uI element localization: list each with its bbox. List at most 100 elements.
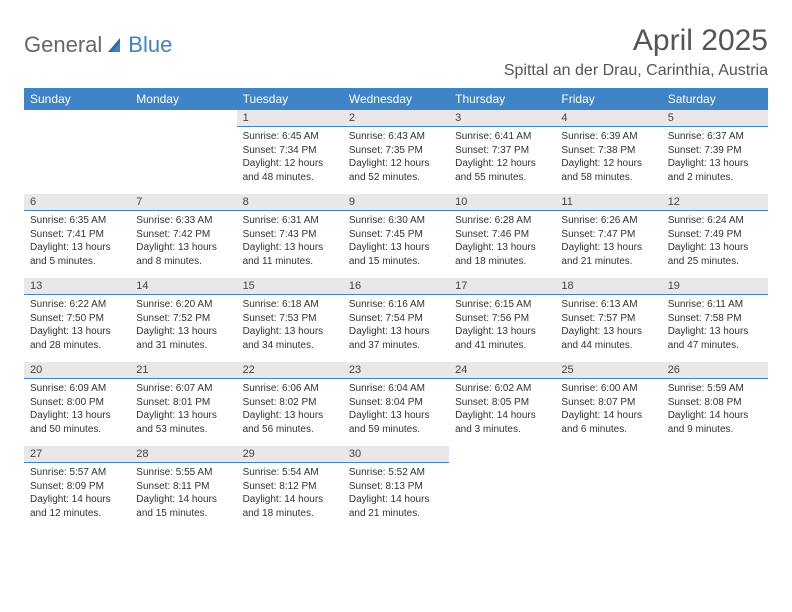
day-number: 18 [555, 278, 661, 295]
sunset-line: Sunset: 7:57 PM [561, 312, 655, 326]
calendar-cell: 13Sunrise: 6:22 AMSunset: 7:50 PMDayligh… [24, 278, 130, 362]
day-number: 7 [130, 194, 236, 211]
logo-text-general: General [24, 32, 102, 58]
day-number: 13 [24, 278, 130, 295]
day-number: 17 [449, 278, 555, 295]
sunrise-line: Sunrise: 6:07 AM [136, 382, 230, 396]
day-number: 24 [449, 362, 555, 379]
calendar-cell: 29Sunrise: 5:54 AMSunset: 8:12 PMDayligh… [237, 446, 343, 530]
day-details: Sunrise: 6:26 AMSunset: 7:47 PMDaylight:… [555, 211, 661, 272]
day-details: Sunrise: 5:57 AMSunset: 8:09 PMDaylight:… [24, 463, 130, 524]
day-details: Sunrise: 6:13 AMSunset: 7:57 PMDaylight:… [555, 295, 661, 356]
daylight-line: Daylight: 13 hours and 53 minutes. [136, 409, 230, 436]
calendar-cell [130, 110, 236, 194]
sunrise-line: Sunrise: 6:41 AM [455, 130, 549, 144]
sunset-line: Sunset: 7:37 PM [455, 144, 549, 158]
day-number: 14 [130, 278, 236, 295]
weekday-header: Saturday [662, 88, 768, 110]
daylight-line: Daylight: 14 hours and 18 minutes. [243, 493, 337, 520]
calendar-cell: 26Sunrise: 5:59 AMSunset: 8:08 PMDayligh… [662, 362, 768, 446]
sunrise-line: Sunrise: 6:33 AM [136, 214, 230, 228]
day-number: 2 [343, 110, 449, 127]
calendar-cell: 15Sunrise: 6:18 AMSunset: 7:53 PMDayligh… [237, 278, 343, 362]
title-block: April 2025 Spittal an der Drau, Carinthi… [504, 24, 768, 80]
daylight-line: Daylight: 13 hours and 21 minutes. [561, 241, 655, 268]
sunrise-line: Sunrise: 6:00 AM [561, 382, 655, 396]
day-details: Sunrise: 6:24 AMSunset: 7:49 PMDaylight:… [662, 211, 768, 272]
calendar-cell: 12Sunrise: 6:24 AMSunset: 7:49 PMDayligh… [662, 194, 768, 278]
sunrise-line: Sunrise: 6:30 AM [349, 214, 443, 228]
sunrise-line: Sunrise: 6:35 AM [30, 214, 124, 228]
sunset-line: Sunset: 7:56 PM [455, 312, 549, 326]
daylight-line: Daylight: 14 hours and 12 minutes. [30, 493, 124, 520]
day-details: Sunrise: 6:22 AMSunset: 7:50 PMDaylight:… [24, 295, 130, 356]
sunrise-line: Sunrise: 5:57 AM [30, 466, 124, 480]
day-details: Sunrise: 6:02 AMSunset: 8:05 PMDaylight:… [449, 379, 555, 440]
sunset-line: Sunset: 8:09 PM [30, 480, 124, 494]
sunrise-line: Sunrise: 6:31 AM [243, 214, 337, 228]
calendar-cell: 4Sunrise: 6:39 AMSunset: 7:38 PMDaylight… [555, 110, 661, 194]
day-number: 5 [662, 110, 768, 127]
day-number: 23 [343, 362, 449, 379]
daylight-line: Daylight: 13 hours and 37 minutes. [349, 325, 443, 352]
sunrise-line: Sunrise: 6:22 AM [30, 298, 124, 312]
daylight-line: Daylight: 13 hours and 11 minutes. [243, 241, 337, 268]
sunrise-line: Sunrise: 6:15 AM [455, 298, 549, 312]
location-subtitle: Spittal an der Drau, Carinthia, Austria [504, 62, 768, 80]
sunrise-line: Sunrise: 6:24 AM [668, 214, 762, 228]
calendar-cell: 7Sunrise: 6:33 AMSunset: 7:42 PMDaylight… [130, 194, 236, 278]
daylight-line: Daylight: 13 hours and 15 minutes. [349, 241, 443, 268]
daylight-line: Daylight: 13 hours and 34 minutes. [243, 325, 337, 352]
calendar-cell [24, 110, 130, 194]
day-details: Sunrise: 5:59 AMSunset: 8:08 PMDaylight:… [662, 379, 768, 440]
sunrise-line: Sunrise: 6:13 AM [561, 298, 655, 312]
weekday-header: Thursday [449, 88, 555, 110]
sunrise-line: Sunrise: 6:43 AM [349, 130, 443, 144]
sunrise-line: Sunrise: 6:04 AM [349, 382, 443, 396]
day-details: Sunrise: 5:52 AMSunset: 8:13 PMDaylight:… [343, 463, 449, 524]
day-number: 8 [237, 194, 343, 211]
sunrise-line: Sunrise: 6:16 AM [349, 298, 443, 312]
day-details: Sunrise: 6:45 AMSunset: 7:34 PMDaylight:… [237, 127, 343, 188]
sunset-line: Sunset: 7:38 PM [561, 144, 655, 158]
calendar-cell: 28Sunrise: 5:55 AMSunset: 8:11 PMDayligh… [130, 446, 236, 530]
sunset-line: Sunset: 7:43 PM [243, 228, 337, 242]
sunset-line: Sunset: 7:47 PM [561, 228, 655, 242]
calendar-cell: 2Sunrise: 6:43 AMSunset: 7:35 PMDaylight… [343, 110, 449, 194]
sunrise-line: Sunrise: 5:54 AM [243, 466, 337, 480]
sunrise-line: Sunrise: 6:06 AM [243, 382, 337, 396]
sunrise-line: Sunrise: 6:39 AM [561, 130, 655, 144]
calendar-cell: 25Sunrise: 6:00 AMSunset: 8:07 PMDayligh… [555, 362, 661, 446]
calendar-cell [555, 446, 661, 530]
day-number: 10 [449, 194, 555, 211]
logo: General Blue [24, 24, 172, 58]
daylight-line: Daylight: 13 hours and 8 minutes. [136, 241, 230, 268]
day-number: 4 [555, 110, 661, 127]
weekday-header: Friday [555, 88, 661, 110]
day-details: Sunrise: 6:00 AMSunset: 8:07 PMDaylight:… [555, 379, 661, 440]
day-number: 6 [24, 194, 130, 211]
daylight-line: Daylight: 13 hours and 41 minutes. [455, 325, 549, 352]
sunset-line: Sunset: 7:50 PM [30, 312, 124, 326]
day-details: Sunrise: 6:43 AMSunset: 7:35 PMDaylight:… [343, 127, 449, 188]
sunset-line: Sunset: 7:49 PM [668, 228, 762, 242]
sunset-line: Sunset: 8:00 PM [30, 396, 124, 410]
day-details: Sunrise: 6:41 AMSunset: 7:37 PMDaylight:… [449, 127, 555, 188]
sunset-line: Sunset: 7:52 PM [136, 312, 230, 326]
sunrise-line: Sunrise: 6:18 AM [243, 298, 337, 312]
month-title: April 2025 [504, 24, 768, 58]
day-number: 1 [237, 110, 343, 127]
calendar-week-row: 1Sunrise: 6:45 AMSunset: 7:34 PMDaylight… [24, 110, 768, 194]
day-number: 3 [449, 110, 555, 127]
weekday-header: Monday [130, 88, 236, 110]
daylight-line: Daylight: 13 hours and 28 minutes. [30, 325, 124, 352]
daylight-line: Daylight: 13 hours and 56 minutes. [243, 409, 337, 436]
calendar-week-row: 13Sunrise: 6:22 AMSunset: 7:50 PMDayligh… [24, 278, 768, 362]
day-details: Sunrise: 6:39 AMSunset: 7:38 PMDaylight:… [555, 127, 661, 188]
day-number: 29 [237, 446, 343, 463]
daylight-line: Daylight: 13 hours and 47 minutes. [668, 325, 762, 352]
sunset-line: Sunset: 8:02 PM [243, 396, 337, 410]
daylight-line: Daylight: 13 hours and 44 minutes. [561, 325, 655, 352]
daylight-line: Daylight: 13 hours and 31 minutes. [136, 325, 230, 352]
weekday-header: Wednesday [343, 88, 449, 110]
